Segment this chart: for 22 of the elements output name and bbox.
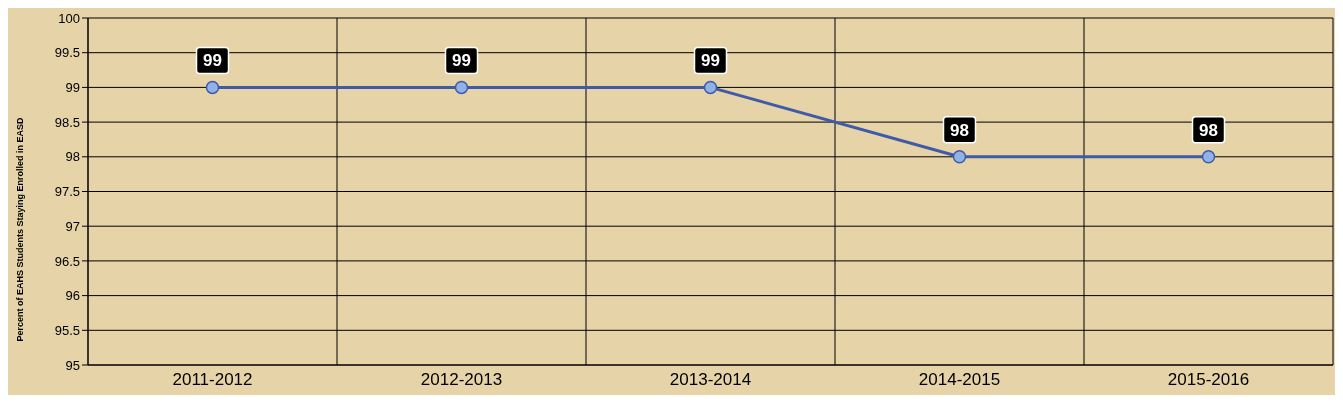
x-tick-label: 2012-2013: [420, 370, 503, 390]
data-label: 98: [950, 120, 969, 140]
data-label: 99: [701, 51, 720, 71]
y-tick-label: 95.5: [54, 322, 80, 338]
data-label: 98: [1199, 120, 1218, 140]
y-tick-label: 97.5: [54, 184, 80, 200]
y-tick-label: 96.5: [54, 253, 80, 269]
x-tick-label: 2015-2016: [1167, 370, 1250, 390]
y-axis-title: Percent of EAHS Students Staying Enrolled in EASD: [15, 116, 26, 342]
y-tick-label: 98: [65, 149, 80, 165]
x-tick-label: 2013-2014: [669, 370, 752, 390]
y-tick-label: 100: [58, 10, 80, 26]
data-label: 99: [452, 51, 471, 71]
y-tick-label: 99: [65, 80, 80, 96]
y-tick-label: 99.5: [54, 45, 80, 61]
x-tick-label: 2011-2012: [172, 370, 253, 390]
y-tick-label: 96: [65, 288, 80, 304]
y-tick-label: 97: [65, 218, 80, 234]
y-tick-label: 98.5: [54, 114, 80, 130]
data-label: 99: [203, 51, 222, 71]
x-tick-label: 2014-2015: [918, 370, 1001, 390]
y-tick-label: 95: [65, 357, 80, 373]
